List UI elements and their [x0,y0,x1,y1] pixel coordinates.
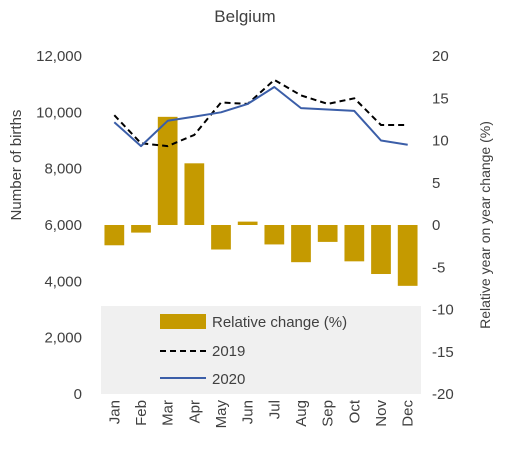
y2-tick-label: 5 [432,175,440,192]
line-series [113,78,408,148]
bar-jan [104,225,125,246]
x-tick-label: Aug [293,400,310,427]
x-tick-label: May [213,400,230,429]
bar-sep [317,225,338,242]
legend-background [101,306,421,394]
y-tick-label: 10,000 [36,104,82,121]
y2-axis-label: Relative year on year change (%) [477,121,493,329]
bar-apr [184,163,205,225]
x-tick-label: Jan [106,400,123,424]
bar-feb [131,225,151,233]
x-tick-label: Mar [160,400,177,426]
legend-label-relative-change: Relative change (%) [212,314,347,331]
y2-axis-ticks: -20 -15 -10 -5 0 5 10 15 20 [432,48,454,403]
bar-dec [397,225,418,286]
bar-mar [157,116,178,225]
y-tick-label: 12,000 [36,48,82,65]
x-tick-label: Feb [133,400,150,426]
legend: Relative change (%) 2019 2020 [160,314,347,388]
y-axis-label: Number of births [8,110,25,221]
y-tick-label: 2,000 [44,330,82,347]
line-2019 [113,78,408,148]
y-tick-label: 0 [74,386,82,403]
y2-tick-label: 0 [432,217,440,234]
y-tick-label: 6,000 [44,217,82,234]
y-tick-label: 8,000 [44,161,82,178]
x-axis-ticks: Jan Feb Mar Apr May Jun Jul Aug Sep Oct Nov Dec [106,399,416,428]
bar-may [211,225,231,250]
bar-oct [344,225,365,262]
x-tick-label: Jul [266,400,283,419]
bar-series [104,116,418,286]
x-tick-label: Apr [186,400,203,423]
legend-label-2020: 2020 [212,371,245,388]
y2-tick-label: -20 [432,386,454,403]
y-tick-label: 4,000 [44,273,82,290]
bar-aug [291,225,311,263]
x-tick-label: Sep [320,400,337,427]
bar-nov [371,225,391,275]
legend-swatch-relative-change [160,314,206,329]
bar-jul [264,225,285,245]
y2-tick-label: -15 [432,344,454,361]
y2-tick-label: -5 [432,259,445,276]
y2-tick-label: -10 [432,302,454,319]
bar-jun [237,221,258,225]
x-tick-label: Jun [240,400,257,424]
x-tick-label: Nov [373,400,390,427]
chart-title: Belgium [214,7,275,26]
legend-label-2019: 2019 [212,343,245,360]
y2-tick-label: 20 [432,48,449,65]
line-2020 [113,86,408,148]
y-axis-ticks: 0 2,000 4,000 6,000 8,000 10,000 12,000 [36,48,82,403]
x-tick-label: Dec [400,400,417,427]
y2-tick-label: 15 [432,90,449,107]
x-tick-label: Oct [346,399,363,423]
y2-tick-label: 10 [432,133,449,150]
